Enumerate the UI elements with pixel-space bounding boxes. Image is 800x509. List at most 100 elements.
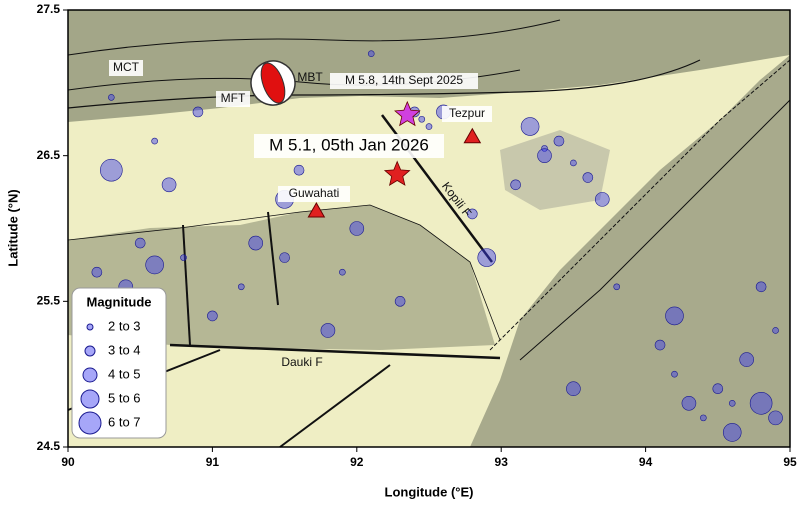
quake — [151, 137, 158, 145]
place-label: Guwahati — [289, 186, 340, 200]
quake — [671, 370, 678, 378]
quake — [665, 306, 684, 326]
quake — [237, 283, 245, 291]
quake — [553, 135, 565, 147]
quake — [768, 410, 783, 426]
label-box — [254, 134, 444, 158]
quake — [582, 172, 594, 183]
y-axis-label: Latitude (°N) — [5, 189, 20, 266]
epicenter-star — [394, 100, 421, 127]
label-box — [442, 106, 492, 122]
quake — [108, 94, 115, 101]
legend-swatch — [84, 345, 96, 357]
x-tick-label: 90 — [61, 455, 75, 469]
quake — [418, 115, 426, 123]
beach-ball — [250, 60, 296, 106]
event-label: M 5.8, 14th Sept 2025 — [345, 73, 463, 87]
y-tick-label: 25.5 — [37, 294, 61, 308]
legend-box — [71, 287, 167, 439]
quake — [739, 352, 754, 367]
event-label: M 5.1, 05th Jan 2026 — [269, 135, 429, 154]
legend-swatch — [80, 389, 100, 409]
dauki-fault — [169, 343, 501, 360]
fault — [279, 364, 391, 448]
border — [67, 204, 501, 341]
label-box — [278, 186, 350, 202]
place-label: Tezpur — [449, 106, 485, 120]
mct-line — [67, 19, 561, 56]
city-marker — [307, 202, 326, 218]
x-tick-label: 95 — [783, 455, 797, 469]
quake — [537, 148, 552, 163]
quake — [349, 221, 365, 236]
quake — [728, 399, 736, 407]
quake — [91, 266, 103, 278]
legend-title: Magnitude — [87, 294, 152, 309]
legend-label: 2 to 3 — [108, 318, 141, 333]
fault-label: MCT — [113, 60, 140, 74]
legend-swatch — [86, 323, 94, 331]
mft-line — [67, 59, 701, 109]
quake — [279, 252, 290, 263]
quake — [654, 339, 666, 351]
quake — [192, 106, 204, 118]
city-marker — [463, 127, 482, 144]
beach-ball-lobe — [260, 62, 286, 104]
quake — [425, 123, 433, 130]
fault-label: Dauki F — [281, 355, 322, 369]
fault — [267, 211, 279, 306]
quake — [207, 310, 218, 322]
quake — [681, 395, 697, 411]
x-tick-label: 91 — [206, 455, 220, 469]
quake — [477, 248, 497, 267]
x-tick-label: 92 — [350, 455, 364, 469]
quake — [613, 283, 621, 291]
x-tick-label: 93 — [495, 455, 509, 469]
thrust — [519, 99, 791, 361]
label-box — [109, 60, 143, 76]
x-tick-label: 94 — [639, 455, 653, 469]
quake — [248, 235, 264, 251]
quake — [520, 117, 540, 136]
quake — [145, 255, 164, 275]
axes: 90 91 92 93 94 95 24.5 25.5 26.5 27.5 — [37, 2, 797, 469]
fault — [182, 224, 191, 346]
quake — [367, 50, 375, 58]
quake — [467, 208, 478, 220]
quake — [180, 254, 187, 261]
quake — [566, 381, 581, 397]
legend: Magnitude 2 to 3 3 to 4 4 to 5 5 to 6 6 to 7 — [71, 287, 167, 439]
quake — [772, 327, 779, 334]
east-hills — [470, 55, 790, 447]
quake — [320, 323, 336, 338]
y-tick-label: 27.5 — [37, 2, 61, 16]
quake — [594, 192, 610, 207]
quake — [755, 281, 767, 293]
quake — [134, 237, 146, 249]
legend-label: 6 to 7 — [108, 414, 141, 429]
quake — [570, 159, 577, 167]
y-tick-label: 26.5 — [37, 148, 61, 162]
fault-label: MBT — [297, 70, 323, 84]
epicenter-star — [383, 160, 411, 186]
y-tick-label: 24.5 — [37, 439, 61, 453]
quake — [394, 296, 406, 307]
legend-label: 3 to 4 — [108, 342, 141, 357]
label-box — [216, 91, 250, 107]
legend-label: 5 to 6 — [108, 390, 141, 405]
quake — [712, 383, 724, 395]
fault-label: MFT — [221, 91, 246, 105]
quake — [293, 164, 305, 176]
x-axis-label: Longitude (°E) — [385, 484, 474, 499]
quake — [749, 391, 773, 415]
quake — [722, 423, 742, 442]
quake — [100, 158, 123, 182]
quake — [339, 268, 346, 276]
marks — [91, 50, 783, 442]
thrust — [489, 59, 791, 351]
label-box — [330, 73, 478, 89]
mikir-hills — [500, 130, 610, 210]
quake — [700, 414, 707, 422]
frame — [67, 9, 791, 448]
